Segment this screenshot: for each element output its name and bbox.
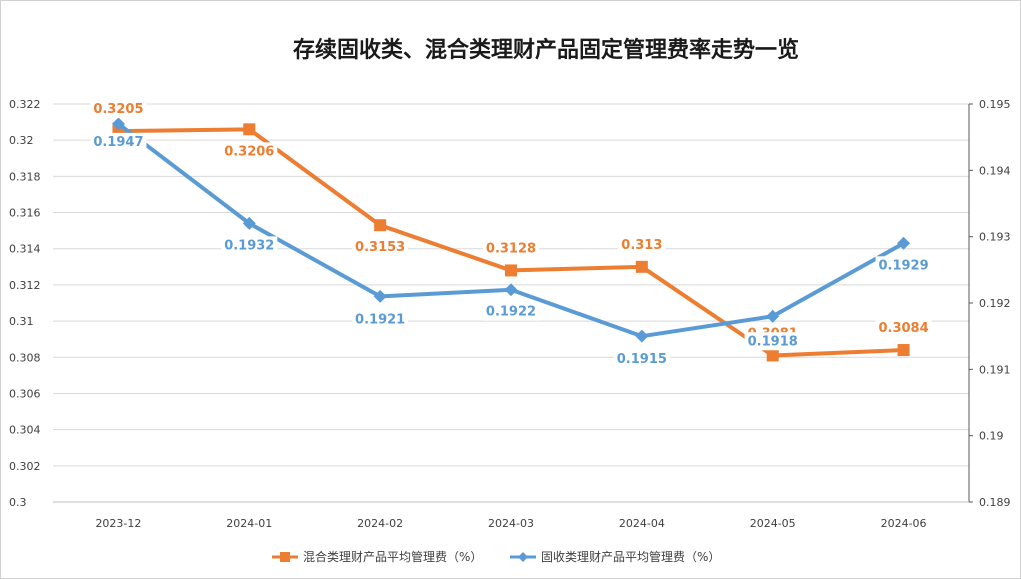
y-left-tick-label: 0.316 bbox=[9, 207, 41, 220]
y-right-tick-label: 0.191 bbox=[979, 363, 1011, 376]
data-label: 0.1918 bbox=[748, 334, 798, 349]
legend-label: 混合类理财产品平均管理费（%） bbox=[303, 549, 482, 564]
data-point-square bbox=[897, 344, 910, 357]
data-label: 0.3205 bbox=[93, 102, 143, 117]
data-point-diamond bbox=[897, 236, 911, 250]
data-label-background bbox=[617, 235, 666, 254]
data-label: 0.1929 bbox=[878, 258, 928, 273]
y-right-tick-label: 0.192 bbox=[979, 297, 1011, 310]
y-right-tick-label: 0.19 bbox=[979, 430, 1004, 443]
data-label: 0.1947 bbox=[93, 135, 143, 150]
y-right-tick-label: 0.194 bbox=[979, 164, 1011, 177]
data-point-diamond bbox=[635, 329, 649, 343]
data-label: 0.1922 bbox=[486, 305, 536, 320]
x-tick-label: 2023-12 bbox=[95, 517, 141, 530]
y-left-tick-label: 0.31 bbox=[9, 315, 34, 328]
data-label-background bbox=[221, 142, 278, 161]
gridlines bbox=[53, 103, 969, 503]
data-label-background bbox=[613, 350, 670, 369]
y-left-tick-label: 0.322 bbox=[9, 98, 41, 111]
axes: 0.3 0.302 0.304 0.306 0.308 0.31 0.312 0.314 0.3… bbox=[9, 98, 1011, 530]
x-tick-label: 2024-01 bbox=[226, 517, 272, 530]
y-right-tick-label: 0.189 bbox=[979, 496, 1011, 509]
y-right-tick-label: 0.195 bbox=[979, 98, 1011, 111]
y-left-tick-label: 0.302 bbox=[9, 460, 41, 473]
data-point-diamond bbox=[504, 283, 518, 297]
y-left-tick-label: 0.306 bbox=[9, 387, 41, 400]
x-tick-label: 2024-04 bbox=[619, 517, 665, 530]
x-tick-label: 2024-05 bbox=[750, 517, 796, 530]
y-left-tick-label: 0.3 bbox=[9, 496, 27, 509]
data-label-background bbox=[744, 332, 801, 351]
data-point-diamond bbox=[373, 289, 387, 303]
data-point-square bbox=[374, 219, 387, 232]
data-label-background bbox=[483, 239, 539, 258]
data-point-square bbox=[112, 125, 125, 138]
data-label-background bbox=[875, 319, 932, 338]
legend-label: 固收类理财产品平均管理费（%） bbox=[541, 549, 720, 564]
data-labels: 0.32050.32060.31530.31280.3130.30810.308… bbox=[90, 100, 932, 369]
data-label: 0.3084 bbox=[878, 321, 928, 336]
data-label-background bbox=[221, 236, 278, 255]
chart-title: 存续固收类、混合类理财产品固定管理费率走势一览 bbox=[293, 37, 799, 63]
y-left-tick-label: 0.304 bbox=[9, 424, 41, 437]
y-left-tick-label: 0.32 bbox=[9, 134, 34, 147]
data-point-diamond bbox=[111, 117, 125, 131]
legend-marker-diamond bbox=[518, 552, 528, 562]
legend-marker-square bbox=[280, 552, 290, 562]
data-label-background bbox=[352, 238, 409, 257]
legend: 混合类理财产品平均管理费（%） 固收类理财产品平均管理费（%） bbox=[272, 549, 720, 564]
data-label: 0.313 bbox=[621, 238, 662, 253]
data-point-diamond bbox=[242, 216, 256, 230]
data-label: 0.1915 bbox=[617, 352, 667, 367]
y-left-tick-label: 0.318 bbox=[9, 170, 41, 183]
data-label-background bbox=[90, 132, 147, 151]
x-tick-label: 2024-02 bbox=[357, 517, 403, 530]
data-point-square bbox=[505, 264, 517, 277]
data-point-diamond bbox=[766, 309, 780, 323]
x-tick-label: 2024-03 bbox=[488, 517, 534, 530]
y-left-tick-label: 0.308 bbox=[9, 351, 41, 364]
data-point-square bbox=[635, 260, 648, 273]
data-label: 0.1932 bbox=[224, 238, 274, 253]
data-label-background bbox=[875, 256, 932, 275]
data-point-square bbox=[243, 123, 256, 136]
data-label-background bbox=[90, 100, 147, 119]
y-left-tick-label: 0.314 bbox=[9, 243, 41, 256]
data-point-square bbox=[766, 349, 779, 362]
data-label-background bbox=[483, 302, 539, 321]
y-left-tick-label: 0.312 bbox=[9, 279, 41, 292]
data-label: 0.3153 bbox=[355, 240, 405, 255]
series bbox=[111, 117, 911, 362]
data-label: 0.1921 bbox=[355, 312, 405, 327]
x-tick-label: 2024-06 bbox=[881, 517, 927, 530]
data-label: 0.3128 bbox=[486, 241, 536, 256]
data-label-background bbox=[352, 310, 409, 329]
data-label: 0.3206 bbox=[224, 144, 274, 159]
y-right-tick-label: 0.193 bbox=[979, 231, 1011, 244]
